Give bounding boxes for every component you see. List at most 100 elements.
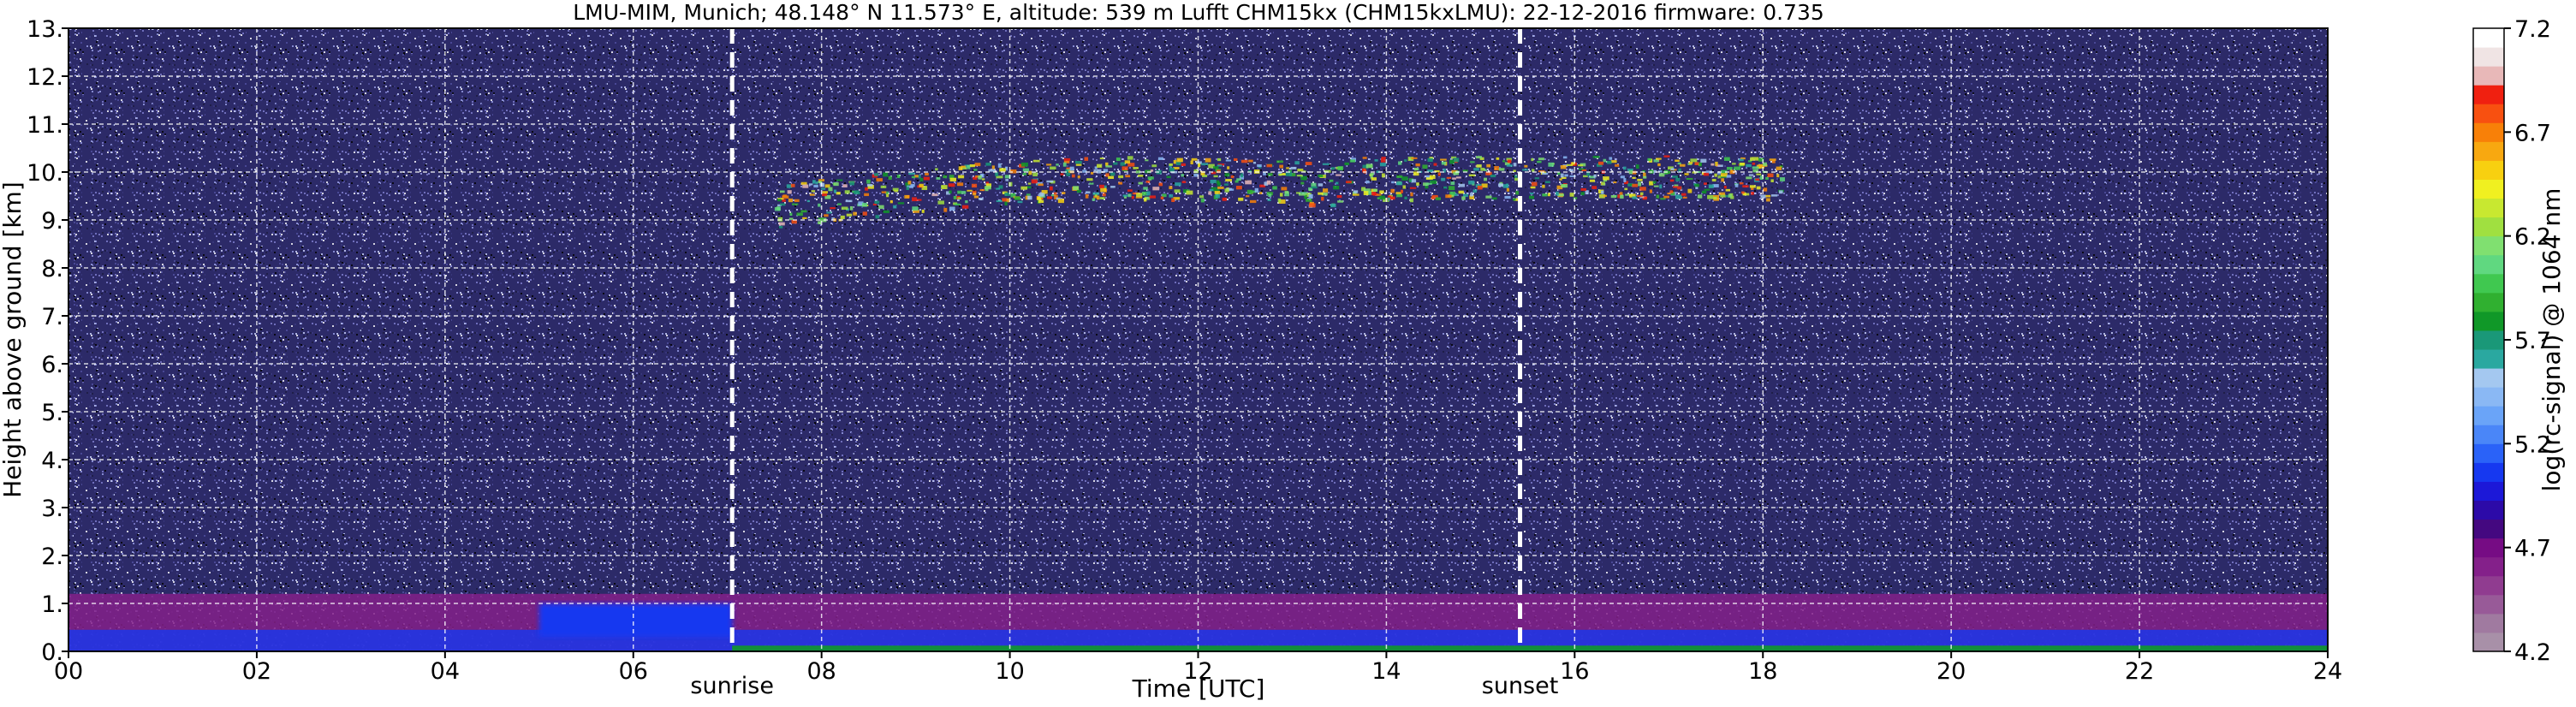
- cirrus-speck: [1004, 201, 1008, 206]
- cirrus-speck: [1760, 194, 1766, 199]
- cirrus-speck: [1477, 185, 1483, 190]
- cirrus-speck: [1190, 160, 1193, 165]
- cirrus-speck: [1721, 178, 1725, 182]
- colorbar-segment: [2473, 273, 2504, 294]
- cirrus-speck: [1431, 196, 1436, 199]
- cirrus-speck: [1099, 157, 1104, 160]
- cirrus-speck: [1389, 196, 1395, 200]
- cirrus-speck: [777, 204, 782, 206]
- cirrus-speck: [1085, 194, 1089, 199]
- cirrus-speck: [1681, 193, 1687, 196]
- cirrus-speck: [1506, 157, 1512, 161]
- cirrus-speck: [774, 207, 781, 211]
- cirrus-speck: [1005, 179, 1008, 181]
- cirrus-speck: [883, 210, 889, 213]
- cirrus-speck: [1254, 187, 1259, 193]
- cirrus-speck: [1054, 194, 1058, 199]
- cirrus-speck: [1749, 185, 1756, 188]
- cirrus-speck: [1120, 162, 1126, 166]
- cirrus-speck: [1559, 178, 1562, 181]
- cirrus-speck: [1186, 190, 1193, 195]
- cirrus-speck: [1103, 169, 1109, 173]
- cirrus-speck: [1687, 163, 1693, 165]
- cirrus-speck: [1455, 176, 1461, 179]
- cirrus-speck: [777, 199, 782, 202]
- cirrus-speck: [1284, 191, 1289, 194]
- cirrus-speck: [1298, 193, 1306, 196]
- cirrus-speck: [1415, 163, 1420, 167]
- cirrus-speck: [1624, 187, 1628, 191]
- cirrus-speck: [833, 182, 839, 187]
- colorbar-segment: [2473, 292, 2504, 312]
- cirrus-speck: [1752, 157, 1759, 161]
- cirrus-speck: [1027, 182, 1032, 185]
- cirrus-speck: [1632, 176, 1636, 179]
- cirrus-speck: [1752, 162, 1756, 165]
- cirrus-speck: [973, 195, 979, 199]
- cirrus-speck: [1538, 170, 1545, 173]
- colorbar-segment: [2473, 217, 2504, 237]
- colorbar-tick-label: 6.2: [2514, 224, 2551, 251]
- colorbar-segment: [2473, 519, 2504, 539]
- cirrus-speck: [1770, 194, 1778, 197]
- cirrus-speck: [1063, 157, 1071, 162]
- colorbar-segment: [2473, 575, 2504, 596]
- cirrus-speck: [1593, 174, 1597, 178]
- cirrus-speck: [1446, 176, 1452, 179]
- cirrus-speck: [1381, 157, 1386, 159]
- cirrus-speck: [1365, 191, 1373, 195]
- y-tick-label: 13.: [27, 16, 63, 43]
- colorbar-segment: [2473, 556, 2504, 577]
- cirrus-speck: [1431, 194, 1438, 198]
- cirrus-speck: [1653, 185, 1659, 187]
- cirrus-speck: [1092, 198, 1096, 201]
- sunrise-label: sunrise: [690, 673, 774, 699]
- cirrus-speck: [1617, 194, 1621, 199]
- cirrus-speck: [1402, 185, 1407, 189]
- cirrus-speck: [1267, 173, 1273, 176]
- cirrus-speck: [1610, 194, 1617, 199]
- colorbar-segment: [2473, 500, 2504, 520]
- cirrus-speck: [1506, 164, 1513, 167]
- colorbar: [2472, 27, 2505, 652]
- cirrus-speck: [796, 212, 803, 217]
- cirrus-speck: [1623, 178, 1627, 182]
- cirrus-speck: [1756, 164, 1764, 167]
- colorbar-segment: [2473, 443, 2504, 463]
- sunset-label: sunset: [1482, 673, 1559, 699]
- cirrus-speck: [1245, 195, 1250, 198]
- cirrus-speck: [1365, 180, 1370, 184]
- cirrus-speck: [876, 178, 883, 182]
- y-tick-label: 11.: [27, 112, 63, 139]
- cirrus-speck: [1657, 163, 1661, 167]
- cirrus-speck: [1707, 194, 1714, 199]
- cirrus-speck: [904, 194, 910, 199]
- cirrus-speck: [907, 185, 913, 188]
- cirrus-speck: [1069, 166, 1074, 171]
- cirrus-speck: [996, 187, 1001, 190]
- cirrus-speck: [1672, 175, 1679, 178]
- cirrus-speck: [1337, 166, 1344, 171]
- cirrus-speck: [1006, 198, 1010, 203]
- cirrus-speck: [1515, 191, 1520, 195]
- cirrus-speck: [1050, 194, 1056, 197]
- cirrus-speck: [1050, 166, 1056, 170]
- cirrus-speck: [908, 172, 915, 175]
- cirrus-speck: [1135, 196, 1143, 199]
- cirrus-speck: [875, 215, 880, 219]
- cirrus-speck: [1224, 173, 1230, 177]
- cirrus-speck: [1713, 196, 1717, 200]
- cirrus-speck: [1038, 193, 1044, 197]
- cirrus-speck: [953, 195, 957, 199]
- cirrus-speck: [802, 217, 807, 219]
- cirrus-speck: [1311, 182, 1317, 187]
- cirrus-speck: [1175, 161, 1181, 166]
- cirrus-speck: [1014, 196, 1021, 200]
- cirrus-speck: [1695, 187, 1698, 189]
- cirrus-speck: [1093, 169, 1097, 172]
- cirrus-speck: [872, 203, 877, 206]
- cirrus-speck: [1169, 163, 1173, 166]
- cirrus-speck: [885, 191, 889, 194]
- cirrus-speck: [1746, 163, 1752, 168]
- cirrus-speck: [780, 190, 785, 193]
